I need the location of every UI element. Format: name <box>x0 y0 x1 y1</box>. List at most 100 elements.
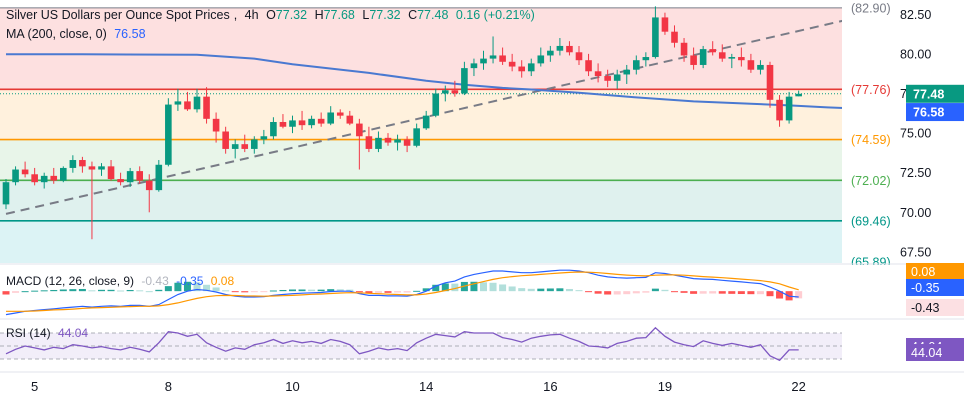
candle-body <box>174 101 182 105</box>
candle-body <box>327 112 334 124</box>
zone-1 <box>0 89 842 140</box>
candle <box>718 44 726 62</box>
candle <box>126 167 134 187</box>
time-tick-label: 22 <box>791 379 805 394</box>
candle <box>260 129 268 145</box>
macd-label: MACD (12, 26, close, 9) <box>6 274 135 288</box>
macd-histogram-bar <box>241 291 249 293</box>
candle <box>40 172 48 189</box>
candle-body <box>585 60 592 72</box>
candle <box>451 80 459 97</box>
zone-4 <box>0 220 842 263</box>
price-tick-label: 75.00 <box>900 127 931 141</box>
macd-pane: 0.08 -0.35 -0.43 <box>0 263 964 319</box>
candle-body <box>12 169 19 183</box>
candle <box>241 134 249 153</box>
candle-body <box>718 52 726 59</box>
macd-histogram-bar <box>289 289 296 292</box>
candle-body <box>79 160 86 167</box>
time-tick-label: 8 <box>165 379 172 394</box>
candle-body <box>738 57 745 61</box>
macd-histogram-bar <box>50 289 58 292</box>
macd-histogram-bar <box>269 290 277 292</box>
candle-body <box>241 144 249 149</box>
macd-histogram-bar <box>365 291 373 294</box>
candle-body <box>470 63 478 69</box>
ma-price-label: 76.58 <box>913 106 944 120</box>
macd-histogram-bar <box>575 290 583 292</box>
candle-body <box>203 96 210 119</box>
candle <box>795 90 802 97</box>
macd-histogram-bar <box>40 290 48 292</box>
ma-legend: MA (200, close, 0) 76.58 <box>6 27 150 41</box>
level-label-0: (82.90) <box>851 1 891 15</box>
candle <box>31 167 38 186</box>
candle <box>69 155 77 173</box>
candle-body <box>699 49 707 65</box>
candle-body <box>365 136 373 149</box>
candle <box>642 52 650 67</box>
candle-body <box>575 52 583 61</box>
macd-histogram-bar <box>136 290 144 292</box>
ohlc-change: 0.16 (+0.21%) <box>455 8 535 22</box>
candle-body <box>766 64 774 100</box>
ma-line <box>5 53 847 110</box>
candle-body <box>60 167 67 181</box>
macd-value-label: -0.43 <box>911 301 940 315</box>
chart-title: Silver US Dollars per Ounce Spot Prices <box>6 8 230 22</box>
macd-histogram-bar <box>31 290 39 292</box>
candle-body <box>680 42 688 56</box>
candle <box>403 136 411 153</box>
candle <box>709 41 716 56</box>
candle-body <box>461 68 468 94</box>
macd-histogram-bar <box>107 289 115 292</box>
macd-histogram-bar <box>98 289 105 292</box>
candle-body <box>499 55 506 62</box>
macd-histogram-bar <box>585 291 593 293</box>
macd-histogram-bar <box>374 291 382 293</box>
time-tick-label: 10 <box>285 379 299 394</box>
candle <box>480 50 487 70</box>
candle <box>470 58 478 77</box>
macd-histogram-bar <box>174 282 182 292</box>
current-price-tag <box>906 84 964 103</box>
macd-histogram-bar <box>21 291 29 293</box>
macd-histogram-bar <box>12 291 20 293</box>
candle-body <box>709 49 716 53</box>
candle-body <box>126 171 134 183</box>
candles <box>2 6 802 240</box>
candle-body <box>413 128 420 146</box>
candle-body <box>652 17 659 58</box>
candle <box>757 60 764 75</box>
candle <box>346 110 354 126</box>
macd-histogram-bar <box>212 287 220 292</box>
macd-histogram-bar <box>317 289 325 292</box>
rsi-line <box>5 326 799 362</box>
candle <box>136 166 143 184</box>
candle <box>566 41 573 56</box>
macd-histogram-bar <box>709 291 717 294</box>
macd-line-value: -0.35 <box>176 274 204 288</box>
candle <box>652 6 659 59</box>
candle <box>251 136 258 154</box>
candle <box>594 63 602 83</box>
macd-histogram-bar <box>661 289 669 292</box>
candle-body <box>795 93 802 97</box>
candle <box>231 139 239 159</box>
timeframe: 4h <box>244 8 259 22</box>
candle <box>413 123 420 148</box>
candle <box>79 156 86 173</box>
macd-histogram-bar <box>413 290 421 292</box>
candle <box>785 91 793 124</box>
candle-body <box>260 136 268 140</box>
candle <box>680 38 688 62</box>
candle-body <box>489 55 497 59</box>
macd-histogram-bar <box>231 291 239 293</box>
candle-body <box>31 174 38 183</box>
ohlc-close: 77.48 <box>417 8 449 22</box>
candle-body <box>547 50 554 56</box>
price-tick-label: 80.00 <box>900 47 931 61</box>
macd-histogram-bar <box>88 290 96 292</box>
candle-body <box>537 55 545 64</box>
macd-histogram-bar <box>432 284 440 292</box>
